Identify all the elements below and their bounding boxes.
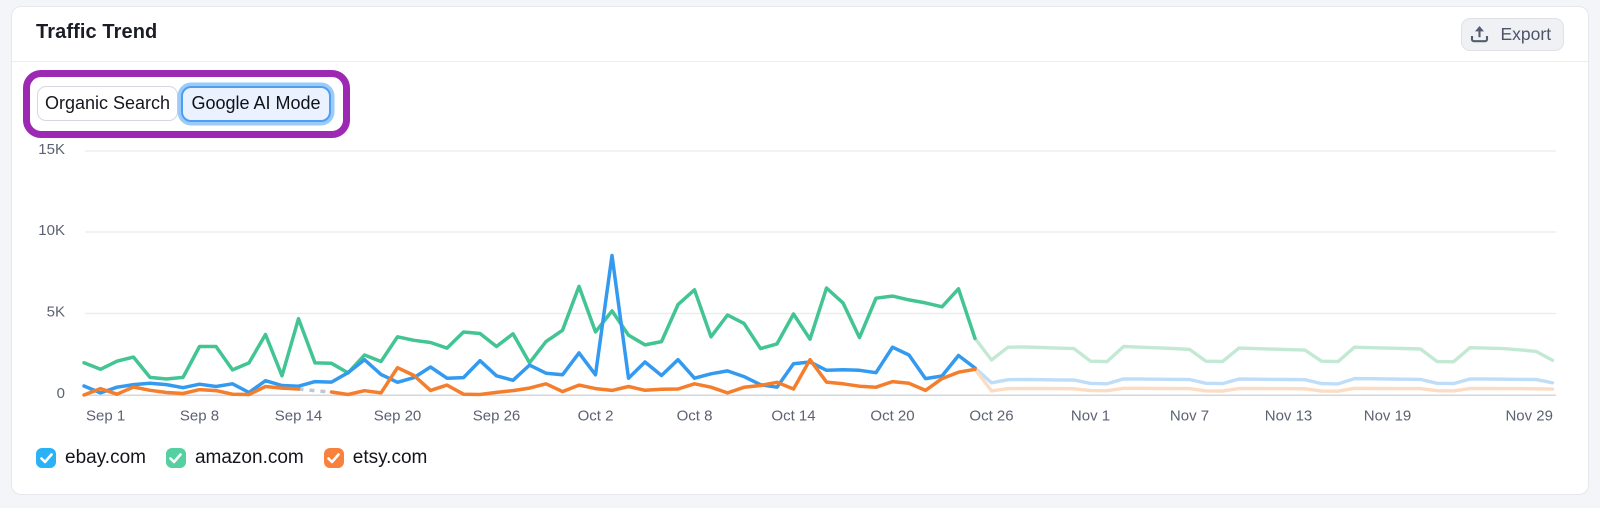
svg-text:10K: 10K: [38, 222, 65, 239]
svg-text:Oct 20: Oct 20: [870, 408, 914, 425]
svg-text:5K: 5K: [47, 304, 65, 321]
svg-text:Sep 8: Sep 8: [180, 408, 219, 425]
svg-text:15K: 15K: [38, 141, 65, 158]
svg-text:Sep 1: Sep 1: [86, 408, 125, 425]
svg-text:Oct 26: Oct 26: [969, 408, 1013, 425]
svg-text:Sep 20: Sep 20: [374, 408, 422, 425]
svg-text:Oct 14: Oct 14: [771, 408, 815, 425]
svg-text:Nov 1: Nov 1: [1071, 408, 1110, 425]
svg-text:Oct 2: Oct 2: [578, 408, 614, 425]
svg-text:Sep 14: Sep 14: [275, 408, 323, 425]
svg-text:Nov 29: Nov 29: [1505, 408, 1553, 425]
svg-text:0: 0: [57, 385, 65, 402]
svg-text:Nov 19: Nov 19: [1364, 408, 1412, 425]
svg-text:Nov 13: Nov 13: [1265, 408, 1313, 425]
svg-text:Nov 7: Nov 7: [1170, 408, 1209, 425]
svg-text:Sep 26: Sep 26: [473, 408, 521, 425]
svg-text:Oct 8: Oct 8: [677, 408, 713, 425]
